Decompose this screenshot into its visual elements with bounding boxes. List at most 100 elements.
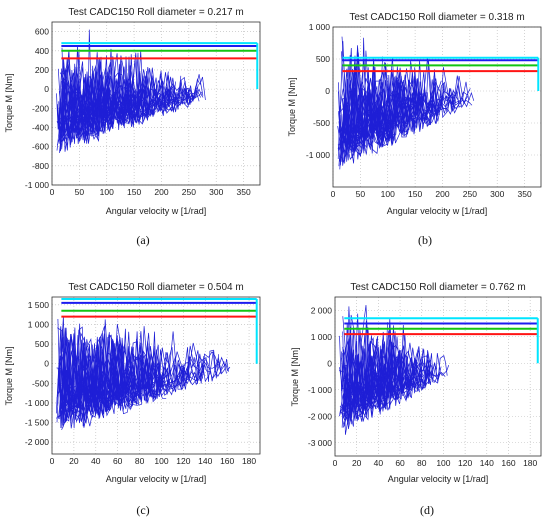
y-tick-label-d: -3 000 xyxy=(308,438,332,448)
y-tick-label-d: -2 000 xyxy=(308,411,332,421)
y-tick-label-a: -600 xyxy=(32,142,49,152)
torque-traces-a xyxy=(56,29,206,154)
y-axis-label-c: Torque M [Nm] xyxy=(4,346,14,405)
y-tick-label-c: -1 000 xyxy=(25,398,49,408)
x-axis-label-c: Angular velocity w [1/rad] xyxy=(106,474,207,484)
y-axis-label-b: Torque M [Nm] xyxy=(287,77,297,136)
x-tick-label-d: 120 xyxy=(458,458,472,468)
y-tick-label-a: 200 xyxy=(35,65,49,75)
plot-frame-a xyxy=(51,21,261,186)
torque-traces-d xyxy=(339,305,450,435)
x-tick-label-c: 20 xyxy=(69,456,79,466)
y-tick-label-d: 1 000 xyxy=(311,332,333,342)
torque-trace-c xyxy=(59,343,123,414)
x-tick-label-a: 200 xyxy=(154,187,168,197)
x-tick-label-a: 50 xyxy=(75,187,85,197)
x-tick-label-b: 350 xyxy=(517,189,531,199)
torque-trace-c xyxy=(61,331,204,423)
x-tick-label-b: 0 xyxy=(331,189,336,199)
y-tick-label-b: 0 xyxy=(325,86,330,96)
x-tick-label-b: 150 xyxy=(408,189,422,199)
y-tick-label-c: -500 xyxy=(32,378,49,388)
x-tick-label-c: 120 xyxy=(176,456,190,466)
panel-a: Test CADC150 Roll diameter = 0.217 m Ang… xyxy=(4,7,261,247)
plot-frame-c xyxy=(51,296,261,455)
y-tick-label-c: -2 000 xyxy=(25,437,49,447)
torque-trace-b xyxy=(342,62,391,156)
y-tick-label-b: 1 000 xyxy=(309,22,331,32)
torque-trace-d xyxy=(339,331,442,417)
x-tick-label-d: 60 xyxy=(395,458,405,468)
plot-frame-d xyxy=(334,296,542,457)
y-tick-label-c: 500 xyxy=(35,339,49,349)
torque-trace-c xyxy=(55,323,155,428)
x-axis-label-b: Angular velocity w [1/rad] xyxy=(387,206,488,216)
x-tick-label-a: 150 xyxy=(127,187,141,197)
y-tick-label-c: -1 500 xyxy=(25,418,49,428)
torque-trace-a xyxy=(61,55,203,143)
x-tick-label-a: 100 xyxy=(100,187,114,197)
x-tick-label-b: 200 xyxy=(435,189,449,199)
torque-trace-b xyxy=(342,59,416,159)
y-tick-label-d: -1 000 xyxy=(308,385,332,395)
torque-trace-a xyxy=(56,52,201,146)
panel-label-d: (d) xyxy=(420,503,434,517)
x-tick-label-d: 80 xyxy=(417,458,427,468)
chart-title-a: Test CADC150 Roll diameter = 0.217 m xyxy=(68,7,243,18)
panel-c: Test CADC150 Roll diameter = 0.504 m Ang… xyxy=(4,282,261,517)
torque-trace-a xyxy=(61,75,151,139)
y-tick-label-c: 1 000 xyxy=(28,319,50,329)
torque-traces-b xyxy=(337,36,475,170)
chart-title-b: Test CADC150 Roll diameter = 0.318 m xyxy=(349,12,524,23)
panel-b: Test CADC150 Roll diameter = 0.318 m Ang… xyxy=(287,12,542,247)
y-tick-label-b: -500 xyxy=(313,118,330,128)
panel-label-a: (a) xyxy=(136,233,149,247)
torque-trace-b xyxy=(339,60,425,146)
panel-label-c: (c) xyxy=(136,503,149,517)
x-tick-label-c: 60 xyxy=(113,456,123,466)
x-tick-label-c: 40 xyxy=(91,456,101,466)
x-tick-label-c: 180 xyxy=(242,456,256,466)
x-tick-label-d: 140 xyxy=(480,458,494,468)
x-tick-label-a: 300 xyxy=(209,187,223,197)
torque-trace-c xyxy=(60,327,190,426)
torque-trace-b xyxy=(337,67,469,153)
torque-trace-b xyxy=(342,68,404,147)
chart-title-c: Test CADC150 Roll diameter = 0.504 m xyxy=(68,282,243,293)
y-tick-label-d: 2 000 xyxy=(311,305,333,315)
y-tick-label-a: -200 xyxy=(32,103,49,113)
x-tick-label-d: 0 xyxy=(333,458,338,468)
x-axis-label-d: Angular velocity w [1/rad] xyxy=(388,474,489,484)
torque-trace-d xyxy=(341,355,391,414)
x-tick-label-c: 80 xyxy=(135,456,145,466)
x-tick-label-c: 0 xyxy=(50,456,55,466)
torque-traces-c xyxy=(55,316,231,430)
x-tick-label-b: 300 xyxy=(490,189,504,199)
torque-trace-c xyxy=(58,339,130,419)
torque-trace-d xyxy=(339,327,420,427)
x-tick-label-c: 100 xyxy=(154,456,168,466)
x-tick-label-d: 20 xyxy=(352,458,362,468)
torque-trace-a xyxy=(58,56,140,142)
x-tick-label-d: 180 xyxy=(523,458,537,468)
torque-trace-a xyxy=(57,76,206,147)
panel-d: Test CADC150 Roll diameter = 0.762 m Ang… xyxy=(290,282,542,517)
x-tick-label-a: 250 xyxy=(182,187,196,197)
x-tick-label-c: 160 xyxy=(220,456,234,466)
y-tick-label-a: -800 xyxy=(32,161,49,171)
torque-trace-d xyxy=(342,322,431,414)
torque-trace-c xyxy=(61,319,195,430)
y-tick-label-c: 1 500 xyxy=(28,300,50,310)
x-tick-label-a: 0 xyxy=(50,187,55,197)
torque-trace-d xyxy=(342,331,430,435)
chart-title-d: Test CADC150 Roll diameter = 0.762 m xyxy=(350,282,525,293)
y-tick-label-d: 0 xyxy=(327,358,332,368)
y-tick-label-a: 600 xyxy=(35,27,49,37)
y-tick-label-a: -400 xyxy=(32,122,49,132)
y-axis-label-a: Torque M [Nm] xyxy=(4,73,14,132)
x-axis-label-a: Angular velocity w [1/rad] xyxy=(106,206,207,216)
y-tick-label-a: -1 000 xyxy=(25,180,49,190)
torque-trace-b xyxy=(339,71,416,155)
y-tick-label-b: 500 xyxy=(316,54,330,64)
